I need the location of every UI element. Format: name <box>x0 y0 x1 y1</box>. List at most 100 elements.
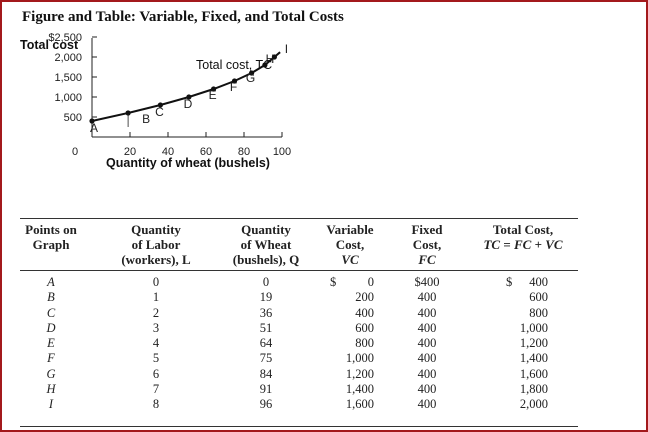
figure-title: Figure and Table: Variable, Fixed, and T… <box>22 9 344 25</box>
table-cell: F <box>47 351 55 366</box>
table-cell: I <box>48 397 54 412</box>
table-cell: 400 <box>417 366 437 381</box>
table-cell: 400 <box>417 320 437 335</box>
table-cell: 96 <box>259 397 273 412</box>
x-axis-label: Quantity of wheat (bushels) <box>106 156 270 170</box>
cell-value: 400 <box>529 275 548 289</box>
table-cell: 800 <box>529 305 548 320</box>
y-tick-label: 500 <box>64 112 82 124</box>
point-label: I <box>285 42 288 56</box>
header-total-cost: Total Cost, TC = FC + VC <box>483 222 563 252</box>
data-point <box>249 70 255 76</box>
table-cell: 1,400 <box>345 382 374 397</box>
table-cell: 1,200 <box>345 366 374 381</box>
table-cell: H <box>46 382 56 397</box>
table-cell: 1,400 <box>519 351 548 366</box>
table-cell: 400 <box>417 397 437 412</box>
table-cell: $400 <box>468 275 578 290</box>
cell-value: 0 <box>367 275 374 289</box>
series-label: Total cost, TC <box>196 58 272 72</box>
y-axis-label: Total cost <box>20 38 79 52</box>
table-cell: 2 <box>152 305 160 320</box>
y-tick-label: 1,500 <box>54 72 82 84</box>
table-cell: 400 <box>417 305 437 320</box>
table-cell: 600 <box>529 290 548 305</box>
point-label: H <box>266 52 275 66</box>
table-cell: 600 <box>355 320 374 335</box>
currency-symbol: $ <box>330 275 337 289</box>
table-cell: 84 <box>259 366 273 381</box>
table-cell: 0 <box>262 275 270 289</box>
data-point <box>186 94 192 100</box>
point-label: D <box>184 97 193 111</box>
data-point <box>157 102 163 108</box>
point-label: F <box>230 80 237 94</box>
total-cost-chart: Total cost Quantity of wheat (bushels) 0… <box>20 32 291 170</box>
table-cell: 1,800 <box>519 382 548 397</box>
point-label: G <box>246 71 255 85</box>
header-fixed-cost: Fixed Cost, FC <box>411 222 443 267</box>
data-point <box>89 118 95 124</box>
table-cell: 400 <box>417 382 437 397</box>
table-cell: 64 <box>259 336 273 351</box>
table-cell: 6 <box>152 366 160 381</box>
column-fixed-cost: $400 400 400 400 400 400 400 400 400 <box>392 275 462 413</box>
table-cell: 3 <box>152 320 160 335</box>
column-wheat: 0 19 36 51 64 75 84 91 96 <box>216 275 316 413</box>
table-cell: 5 <box>152 351 160 366</box>
y-tick-label: 1,000 <box>54 92 82 104</box>
origin-label: 0 <box>72 146 78 158</box>
header-wheat: Quantity of Wheat (bushels), Q <box>232 222 300 267</box>
table-cell: 800 <box>355 336 374 351</box>
table-cell: 400 <box>417 336 437 351</box>
table-cell: B <box>47 290 55 305</box>
column-variable-cost: $0 200 400 600 800 1,000 1,200 1,400 1,600 <box>312 275 388 413</box>
data-point <box>262 62 268 68</box>
data-point <box>125 110 131 116</box>
table-cell: 4 <box>152 336 160 351</box>
data-point <box>231 78 238 84</box>
table-cell: E <box>47 336 55 351</box>
table-cell: G <box>46 366 56 381</box>
x-tick-label: 20 <box>124 146 136 158</box>
x-tick-label: 80 <box>238 146 250 158</box>
table-cell: 51 <box>259 320 273 335</box>
table-cell: 1,600 <box>345 397 374 412</box>
table-cell: $400 <box>414 275 440 289</box>
header-labor: Quantity of Labor (workers), L <box>121 222 191 267</box>
table-cell: 1,000 <box>345 351 374 366</box>
point-label: C <box>155 105 164 119</box>
table-cell: $0 <box>312 275 388 290</box>
table-cell: 7 <box>152 382 160 397</box>
table-cell: 75 <box>259 351 273 366</box>
point-label: A <box>90 121 98 135</box>
table-cell: 8 <box>152 397 160 412</box>
table-bottom-rule <box>20 426 578 427</box>
y-tick-label: $2,500 <box>48 32 82 44</box>
table-cell: 1,000 <box>519 320 548 335</box>
table-cell: D <box>46 320 56 335</box>
x-tick-label: 60 <box>200 146 212 158</box>
table-top-rule <box>20 218 578 219</box>
table-cell: 400 <box>417 351 437 366</box>
table-header-rule <box>20 270 578 271</box>
data-point <box>211 86 217 92</box>
header-variable-cost: Variable Cost, VC <box>326 222 374 267</box>
table-cell: 200 <box>355 290 374 305</box>
table-cell: 19 <box>259 290 273 305</box>
table-cell: 400 <box>417 290 437 305</box>
point-label: B <box>142 112 150 126</box>
table-cell: 1 <box>152 290 160 305</box>
y-tick-label: 2,000 <box>54 52 82 64</box>
table-cell: 91 <box>259 382 273 397</box>
currency-symbol: $ <box>506 275 513 289</box>
table-cell: 1,600 <box>519 366 548 381</box>
point-label: E <box>209 88 217 102</box>
table-cell: 400 <box>355 305 374 320</box>
table-cell: C <box>46 305 56 320</box>
table-cell: 36 <box>259 305 273 320</box>
table-cell: A <box>47 275 55 289</box>
